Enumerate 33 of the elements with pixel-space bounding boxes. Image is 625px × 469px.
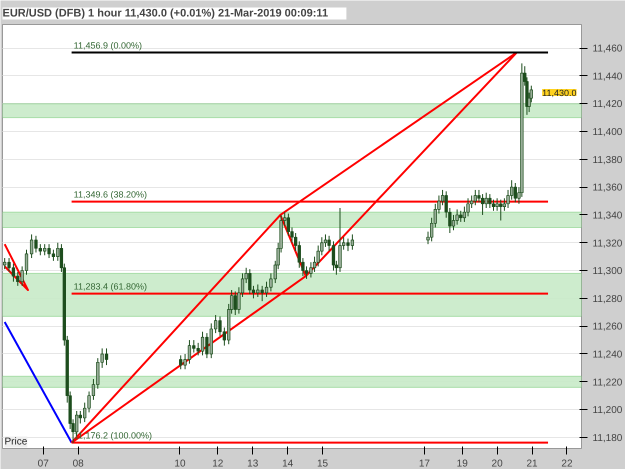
y-tick-label: 11,300: [592, 266, 623, 278]
y-tick-label: 11,240: [592, 349, 623, 360]
y-tick-label: 11,360: [592, 182, 623, 194]
annotation: 11,349.6 (38.20%): [74, 190, 147, 200]
y-tick-label: 11,340: [592, 210, 623, 222]
y-tick-label: 11,180: [592, 432, 623, 444]
y-tick-label: 11,400: [592, 127, 623, 138]
x-tick-label: 19: [456, 458, 468, 469]
x-tick-label: 10: [174, 458, 186, 469]
y-tick-label: 11,200: [592, 405, 623, 416]
x-tick-label: 12: [212, 458, 224, 469]
y-tick-label: 11,460: [592, 44, 623, 55]
x-tick-label: 17: [418, 458, 430, 469]
y-tick-label: 11,280: [592, 294, 623, 305]
annotation: 11,283.4 (61.80%): [74, 282, 147, 292]
y-tick-label: 11,220: [592, 377, 623, 388]
annotation: 11,430.0: [542, 88, 577, 98]
chart-title: EUR/USD (DFB) 1 hour 11,430.0 (+0.01%) 21-Mar-2019 00:09:11: [2, 8, 328, 20]
annotation: Price: [4, 436, 28, 448]
x-tick-label: 22: [561, 458, 573, 469]
y-tick-label: 11,380: [592, 154, 623, 166]
x-tick-label: 15: [316, 458, 329, 469]
x-tick-label: 07: [38, 458, 50, 469]
y-tick-label: 11,320: [592, 238, 623, 250]
y-tick-label: 11,440: [592, 71, 623, 82]
x-tick-label: 14: [282, 458, 294, 469]
x-tick-label: 21: [526, 458, 538, 469]
x-tick-label: 13: [247, 458, 259, 469]
x-tick-label: 20: [492, 458, 504, 469]
y-tick-label: 11,260: [592, 322, 623, 333]
annotation: 11,456.9 (0.00%): [74, 40, 142, 50]
x-tick-label: 08: [72, 458, 84, 469]
y-tick-label: 11,420: [592, 99, 623, 110]
